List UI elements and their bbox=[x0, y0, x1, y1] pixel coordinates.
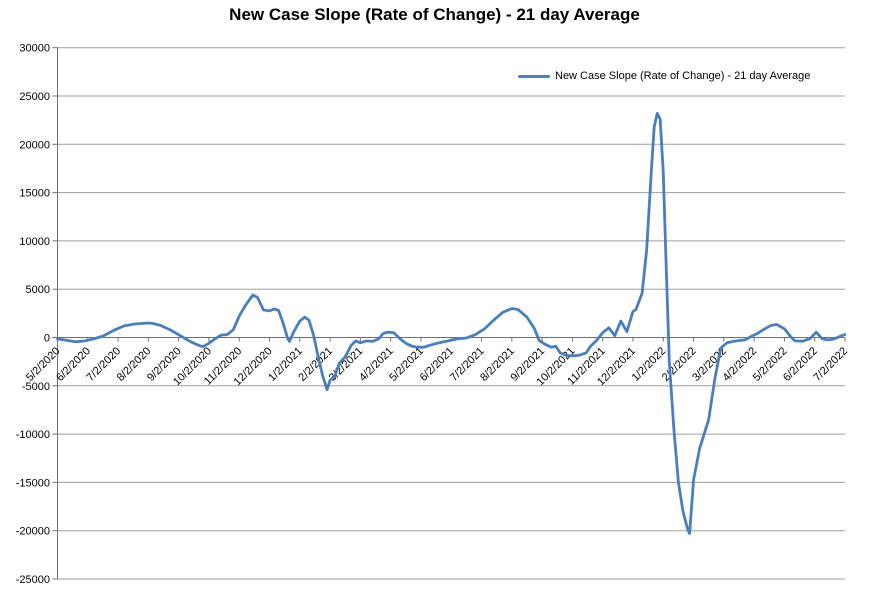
series-line bbox=[56, 112, 847, 535]
legend-entry-label: New Case Slope (Rate of Change) - 21 day… bbox=[555, 70, 811, 82]
y-tick-label: 0 bbox=[44, 333, 50, 345]
y-tick-label: 25000 bbox=[19, 91, 50, 103]
y-tick-label: -5000 bbox=[22, 381, 50, 393]
y-tick-label: 5000 bbox=[26, 284, 50, 296]
y-tick-label: 15000 bbox=[19, 188, 50, 200]
y-tick-label: -10000 bbox=[16, 429, 50, 441]
y-tick-label: 10000 bbox=[19, 236, 50, 248]
y-tick-label: -15000 bbox=[16, 477, 50, 489]
chart-title: New Case Slope (Rate of Change) - 21 day… bbox=[229, 5, 640, 24]
y-tick-label: -20000 bbox=[16, 526, 50, 538]
legend-line-sample-icon bbox=[518, 74, 550, 78]
y-tick-label: -25000 bbox=[16, 574, 50, 586]
legend: New Case Slope (Rate of Change) - 21 day… bbox=[518, 70, 810, 82]
y-tick-label: 30000 bbox=[19, 43, 50, 55]
y-tick-label: 20000 bbox=[19, 139, 50, 151]
